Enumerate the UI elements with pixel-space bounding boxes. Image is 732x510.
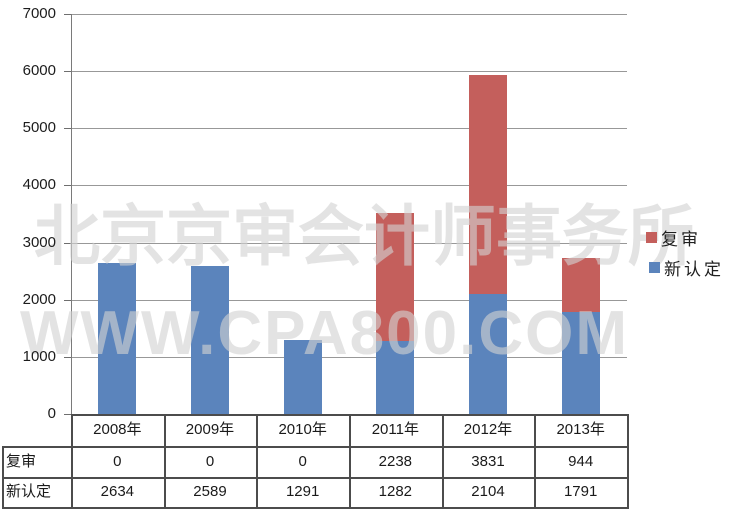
bar-segment (561, 311, 600, 414)
table-value-cell: 1291 (285, 483, 320, 500)
table-value-cell: 944 (568, 453, 594, 470)
table-year-header: 2013年 (556, 421, 605, 438)
bar-segment (376, 212, 415, 341)
table-border (627, 414, 629, 509)
table-value-cell: 2104 (471, 483, 505, 500)
y-axis-label: 2000 (22, 290, 56, 308)
table-value-cell: 2238 (378, 453, 413, 470)
y-axis-tick (64, 242, 71, 244)
y-axis-tick (64, 356, 71, 358)
y-axis-label: 6000 (22, 62, 56, 80)
table-year-header: 2008年 (93, 421, 142, 438)
bar-segment (376, 340, 415, 414)
y-axis-label: 0 (47, 405, 56, 422)
y-axis-tick (64, 14, 71, 15)
table-border (349, 414, 351, 509)
table-value-cell: 1791 (563, 483, 598, 500)
legend-item: 新认定 (649, 255, 724, 280)
table-value-cell: 2634 (100, 483, 135, 500)
table-border (2, 507, 629, 509)
table-value-cell: 0 (113, 453, 122, 470)
table-row-header: 复审 (6, 453, 37, 470)
table-value-cell: 1282 (378, 483, 413, 500)
table-year-header: 2011年 (371, 421, 419, 438)
y-axis-tick (64, 414, 71, 415)
y-axis-tick (64, 128, 71, 130)
table-border (2, 446, 629, 448)
gridline (71, 356, 627, 358)
legend-item: 复审 (646, 225, 701, 250)
y-axis-label: 3000 (22, 233, 56, 251)
table-border (534, 414, 537, 509)
y-axis-label: 7000 (22, 5, 56, 22)
y-axis-line (71, 14, 72, 414)
bar-segment (191, 266, 229, 414)
table-border (163, 414, 166, 509)
y-axis-tick (64, 185, 71, 187)
bar-segment (98, 263, 137, 414)
y-axis-label: 5000 (22, 119, 56, 137)
legend-swatch (649, 262, 660, 273)
table-border (2, 477, 629, 479)
table-border (256, 414, 259, 509)
y-axis-tick (64, 71, 71, 73)
gridline (71, 128, 627, 130)
table-value-cell: 0 (205, 453, 215, 470)
y-axis-label: 1000 (22, 347, 56, 365)
table-year-header: 2012年 (463, 421, 513, 438)
table-border (441, 414, 444, 509)
y-axis-tick (64, 299, 71, 301)
table-border (71, 414, 73, 509)
gridline (71, 14, 627, 15)
legend-label: 复审 (661, 230, 701, 249)
legend-swatch (646, 232, 657, 243)
legend-label: 新认定 (664, 260, 724, 279)
gridline (71, 299, 627, 301)
table-year-header: 2009年 (185, 421, 235, 438)
table-row-header: 新认定 (6, 483, 52, 500)
table-value-cell: 3831 (471, 453, 505, 470)
bar-segment (469, 293, 507, 414)
bar-segment (469, 74, 507, 294)
gridline (71, 185, 627, 187)
table-value-cell: 2589 (193, 483, 227, 500)
gridline (71, 71, 627, 73)
table-value-cell: 0 (298, 453, 307, 470)
bar-segment (283, 340, 322, 414)
table-border (2, 446, 4, 509)
y-axis-label: 4000 (22, 176, 56, 194)
bar-segment (561, 257, 600, 312)
table-year-header: 2010年 (278, 421, 327, 438)
gridline (71, 242, 627, 244)
